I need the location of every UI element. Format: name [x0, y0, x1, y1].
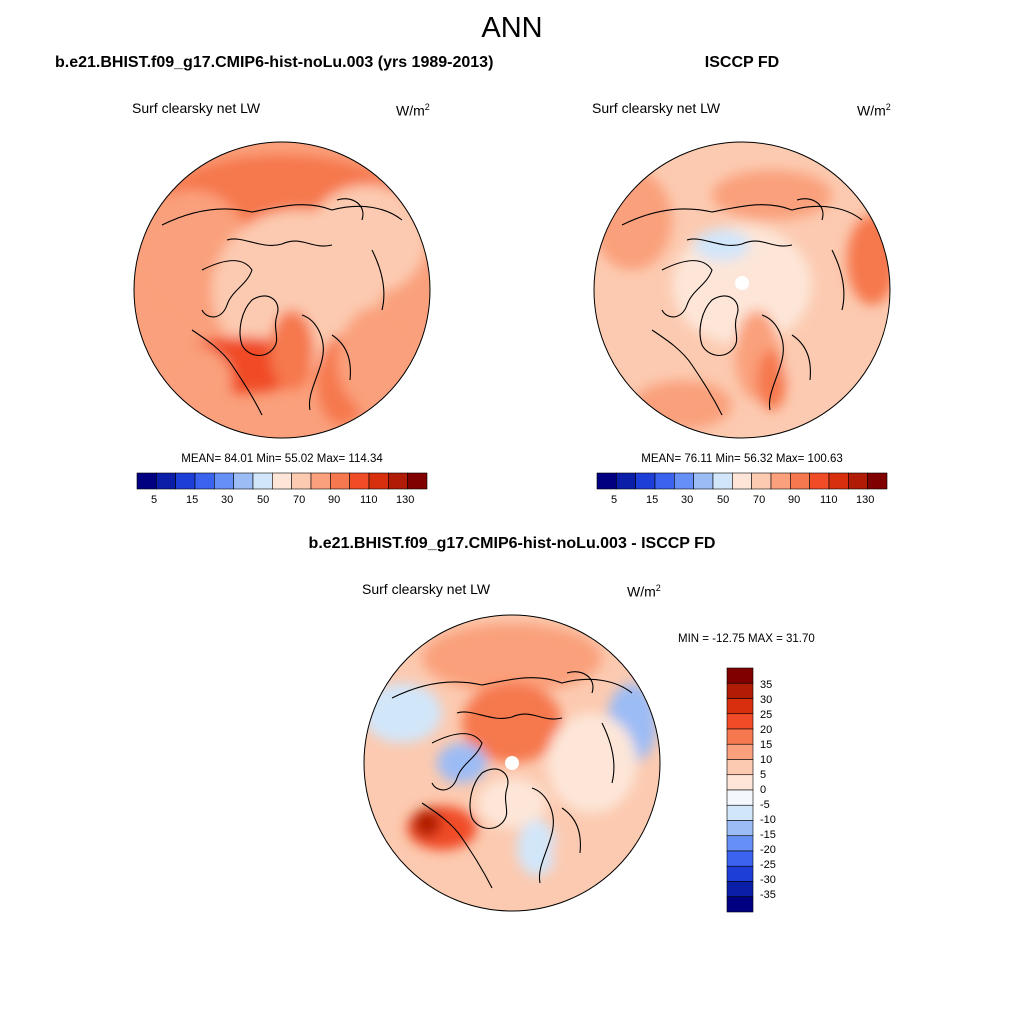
colorbar-swatch: [156, 472, 176, 490]
colorbar-swatch: [214, 472, 234, 490]
model-cb-label: 110: [360, 494, 378, 506]
obs-cb-label: 5: [611, 494, 618, 506]
colorbar-swatch: [867, 472, 888, 490]
obs-polar-map: [593, 141, 891, 439]
colorbar-swatch: [732, 472, 752, 490]
obs-units-label: W/m2: [857, 102, 891, 119]
diff-cb-label: 5: [760, 769, 767, 781]
diff-cb-label: 0: [760, 784, 767, 796]
model-cb-label: 70: [293, 494, 306, 506]
colorbar-swatch: [828, 472, 849, 490]
diff-colorbar-labels: 35 30 25 20 15 10 5 0 -5 -10 -15 -20 -25…: [760, 679, 800, 909]
colorbar-swatch: [252, 472, 273, 490]
figure-title: ANN: [481, 12, 543, 44]
colorbar-swatch: [330, 472, 350, 490]
diff-cb-label: 15: [760, 739, 773, 751]
model-stats: MEAN= 84.01 Min= 55.02 Max= 114.34: [181, 453, 383, 465]
diff-cb-label: 30: [760, 694, 773, 706]
colorbar-swatch: [726, 789, 754, 806]
colorbar-swatch: [407, 472, 428, 490]
colorbar-swatch: [726, 728, 754, 745]
colorbar-swatch: [693, 472, 714, 490]
colorbar-swatch: [291, 472, 312, 490]
obs-cb-label: 15: [646, 494, 659, 506]
colorbar-swatch: [272, 472, 292, 490]
model-variable-label: Surf clearsky net LW: [132, 100, 261, 116]
diff-cb-label: 25: [760, 709, 773, 721]
diff-polar-map: [363, 614, 661, 912]
diff-stats: MIN = -12.75 MAX = 31.70: [678, 633, 815, 645]
colorbar-swatch: [726, 667, 754, 684]
colorbar-swatch: [726, 774, 754, 791]
colorbar-swatch: [726, 759, 754, 776]
colorbar-swatch: [674, 472, 694, 490]
colorbar-swatch: [848, 472, 868, 490]
obs-panel-header: ISCCP FD: [704, 54, 780, 71]
obs-cb-label: 110: [820, 494, 838, 506]
diff-units-label: W/m2: [627, 583, 661, 600]
obs-cb-label: 90: [788, 494, 801, 506]
colorbar-swatch: [310, 472, 331, 490]
obs-cb-label: 130: [856, 494, 875, 506]
colorbar-swatch: [726, 682, 754, 699]
diff-panel-header: b.e21.BHIST.f09_g17.CMIP6-hist-noLu.003 …: [308, 535, 716, 552]
colorbar-swatch: [388, 472, 408, 490]
colorbar-swatch: [790, 472, 810, 490]
colorbar-swatch: [726, 850, 754, 867]
diff-cb-label: -20: [760, 844, 776, 856]
obs-cb-label: 70: [753, 494, 766, 506]
diff-cb-label: -35: [760, 889, 776, 901]
obs-stats: MEAN= 76.11 Min= 56.32 Max= 100.63: [641, 453, 843, 465]
diff-cb-label: -25: [760, 859, 776, 871]
model-cb-label: 5: [151, 494, 158, 506]
colorbar-swatch: [654, 472, 675, 490]
colorbar-swatch: [596, 472, 617, 490]
obs-cb-label: 50: [717, 494, 730, 506]
obs-colorbar-labels: 5 15 30 50 70 90 110 130: [597, 494, 887, 508]
colorbar-swatch: [726, 698, 754, 715]
model-polar-map: [133, 141, 431, 439]
colorbar-swatch: [726, 713, 754, 730]
diff-cb-label: -5: [760, 799, 770, 811]
obs-cb-label: 30: [681, 494, 694, 506]
model-units-label: W/m2: [396, 102, 430, 119]
diff-cb-label: -30: [760, 874, 776, 886]
colorbar-swatch: [726, 865, 754, 882]
colorbar-swatch: [770, 472, 791, 490]
colorbar-swatch: [809, 472, 830, 490]
diff-cb-label: 20: [760, 724, 773, 736]
model-cb-label: 30: [221, 494, 234, 506]
colorbar-swatch: [726, 804, 754, 821]
colorbar-swatch: [136, 472, 157, 490]
colorbar-swatch: [726, 896, 754, 913]
model-cb-label: 15: [186, 494, 199, 506]
model-cb-label: 50: [257, 494, 270, 506]
colorbar-swatch: [175, 472, 196, 490]
colorbar-swatch: [368, 472, 389, 490]
colorbar-swatch: [726, 835, 754, 852]
model-colorbar-labels: 5 15 30 50 70 90 110 130: [137, 494, 427, 508]
obs-colorbar: [596, 472, 888, 490]
diff-colorbar: [726, 667, 754, 913]
colorbar-swatch: [726, 881, 754, 898]
colorbar-swatch: [233, 472, 254, 490]
diff-cb-label: 35: [760, 679, 773, 691]
colorbar-swatch: [712, 472, 733, 490]
colorbar-swatch: [726, 743, 754, 760]
model-cb-label: 130: [396, 494, 415, 506]
model-panel-header: b.e21.BHIST.f09_g17.CMIP6-hist-noLu.003 …: [55, 54, 494, 71]
diff-cb-label: -15: [760, 829, 776, 841]
colorbar-swatch: [194, 472, 215, 490]
colorbar-swatch: [616, 472, 636, 490]
model-colorbar: [136, 472, 428, 490]
obs-variable-label: Surf clearsky net LW: [592, 100, 721, 116]
diff-variable-label: Surf clearsky net LW: [362, 581, 491, 597]
colorbar-swatch: [751, 472, 772, 490]
diff-cb-label: 10: [760, 754, 773, 766]
colorbar-swatch: [349, 472, 370, 490]
model-cb-label: 90: [328, 494, 341, 506]
diff-cb-label: -10: [760, 814, 776, 826]
colorbar-swatch: [635, 472, 656, 490]
colorbar-swatch: [726, 820, 754, 837]
